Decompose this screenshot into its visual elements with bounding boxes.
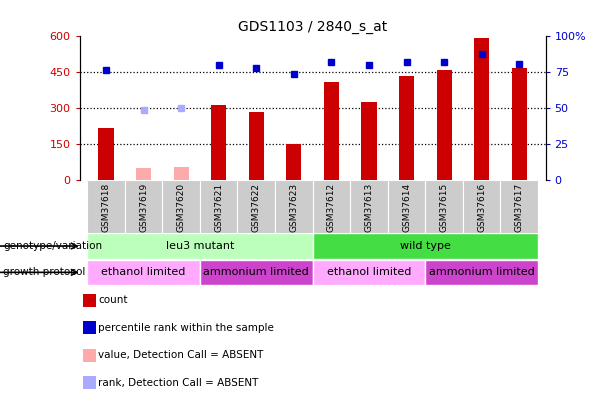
Text: GSM37620: GSM37620 xyxy=(177,183,186,232)
Bar xyxy=(136,168,151,180)
Bar xyxy=(87,180,125,233)
Bar xyxy=(388,180,425,233)
Text: GSM37618: GSM37618 xyxy=(102,183,110,232)
Text: wild type: wild type xyxy=(400,241,451,251)
Bar xyxy=(313,233,538,259)
Bar xyxy=(211,105,226,180)
Text: GSM37615: GSM37615 xyxy=(440,183,449,232)
Text: GSM37613: GSM37613 xyxy=(365,183,373,232)
Bar xyxy=(425,180,463,233)
Bar xyxy=(463,180,500,233)
Text: ethanol limited: ethanol limited xyxy=(101,267,186,277)
Bar xyxy=(399,76,414,180)
Text: rank, Detection Call = ABSENT: rank, Detection Call = ABSENT xyxy=(98,378,259,388)
Text: GSM37621: GSM37621 xyxy=(214,183,223,232)
Text: ammonium limited: ammonium limited xyxy=(429,267,535,277)
Bar xyxy=(200,260,313,285)
Text: GSM37616: GSM37616 xyxy=(477,183,486,232)
Text: genotype/variation: genotype/variation xyxy=(3,241,102,251)
Bar xyxy=(313,180,350,233)
Bar xyxy=(173,167,189,180)
Text: GSM37623: GSM37623 xyxy=(289,183,299,232)
Bar xyxy=(275,180,313,233)
Text: GSM37612: GSM37612 xyxy=(327,183,336,232)
Bar xyxy=(249,112,264,180)
Bar xyxy=(313,260,425,285)
Text: count: count xyxy=(98,295,128,305)
Text: ethanol limited: ethanol limited xyxy=(327,267,411,277)
Bar xyxy=(324,83,339,180)
Bar xyxy=(500,180,538,233)
Text: ammonium limited: ammonium limited xyxy=(204,267,309,277)
Bar xyxy=(474,38,489,180)
Text: GSM37617: GSM37617 xyxy=(515,183,524,232)
Text: leu3 mutant: leu3 mutant xyxy=(166,241,234,251)
Text: percentile rank within the sample: percentile rank within the sample xyxy=(98,323,274,333)
Bar xyxy=(125,180,162,233)
Bar xyxy=(200,180,237,233)
Text: GSM37614: GSM37614 xyxy=(402,183,411,232)
Bar xyxy=(350,180,388,233)
Bar xyxy=(512,68,527,180)
Bar xyxy=(362,102,376,180)
Bar xyxy=(237,180,275,233)
Bar xyxy=(87,233,313,259)
Text: value, Detection Call = ABSENT: value, Detection Call = ABSENT xyxy=(98,350,264,360)
Title: GDS1103 / 2840_s_at: GDS1103 / 2840_s_at xyxy=(238,20,387,34)
Bar xyxy=(436,70,452,180)
Text: growth protocol: growth protocol xyxy=(3,267,85,277)
Bar xyxy=(425,260,538,285)
Bar xyxy=(87,260,200,285)
Bar xyxy=(162,180,200,233)
Text: GSM37622: GSM37622 xyxy=(252,183,261,232)
Bar xyxy=(99,128,113,180)
Bar xyxy=(286,144,302,180)
Text: GSM37619: GSM37619 xyxy=(139,183,148,232)
